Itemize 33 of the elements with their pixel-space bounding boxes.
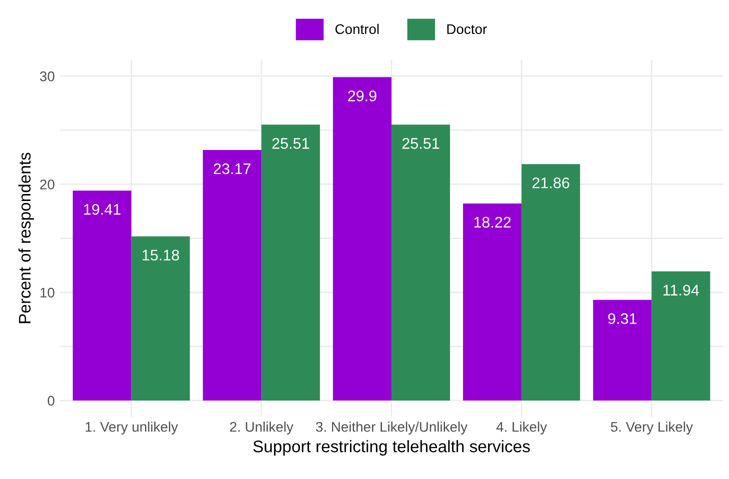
x-tick-label: 1. Very unlikely: [86, 422, 178, 435]
bar: [522, 164, 580, 401]
x-tick-label: 3. Neither Likely/Unlikely: [316, 422, 468, 435]
bar: [593, 300, 652, 401]
data-label: 15.18: [142, 250, 180, 261]
data-label: 25.51: [272, 138, 310, 149]
x-axis-title: Support restricting telehealth services: [253, 440, 530, 456]
legend-label: Control: [335, 24, 379, 34]
data-label: 19.41: [84, 204, 120, 215]
data-label: 9.31: [608, 313, 636, 324]
legend-label: Doctor: [447, 24, 487, 34]
x-tick-label: 2. Unlikely: [230, 422, 294, 435]
y-tick-label: 30: [40, 71, 54, 82]
bar: [463, 203, 522, 401]
bar: [72, 190, 132, 401]
data-label: 25.51: [402, 138, 440, 149]
data-label: 18.22: [474, 216, 511, 228]
data-label: 21.86: [532, 178, 570, 188]
x-tick-label: 4. Likely: [496, 422, 547, 435]
y-axis-title: Percent of respondents: [18, 152, 34, 324]
bar: [261, 124, 320, 401]
y-tick-label: 0: [48, 396, 54, 406]
y-tick-label: 10: [40, 288, 54, 298]
data-label: 29.9: [348, 90, 376, 102]
y-tick-label: 20: [40, 180, 54, 190]
bar: [202, 150, 262, 401]
bar: [652, 271, 710, 401]
x-tick-label: 5. Very Likely: [610, 422, 693, 435]
bar: [391, 124, 450, 401]
data-label: 11.94: [664, 284, 699, 296]
bar: [332, 77, 392, 401]
bar: [131, 236, 190, 401]
data-label: 23.17: [214, 163, 250, 174]
